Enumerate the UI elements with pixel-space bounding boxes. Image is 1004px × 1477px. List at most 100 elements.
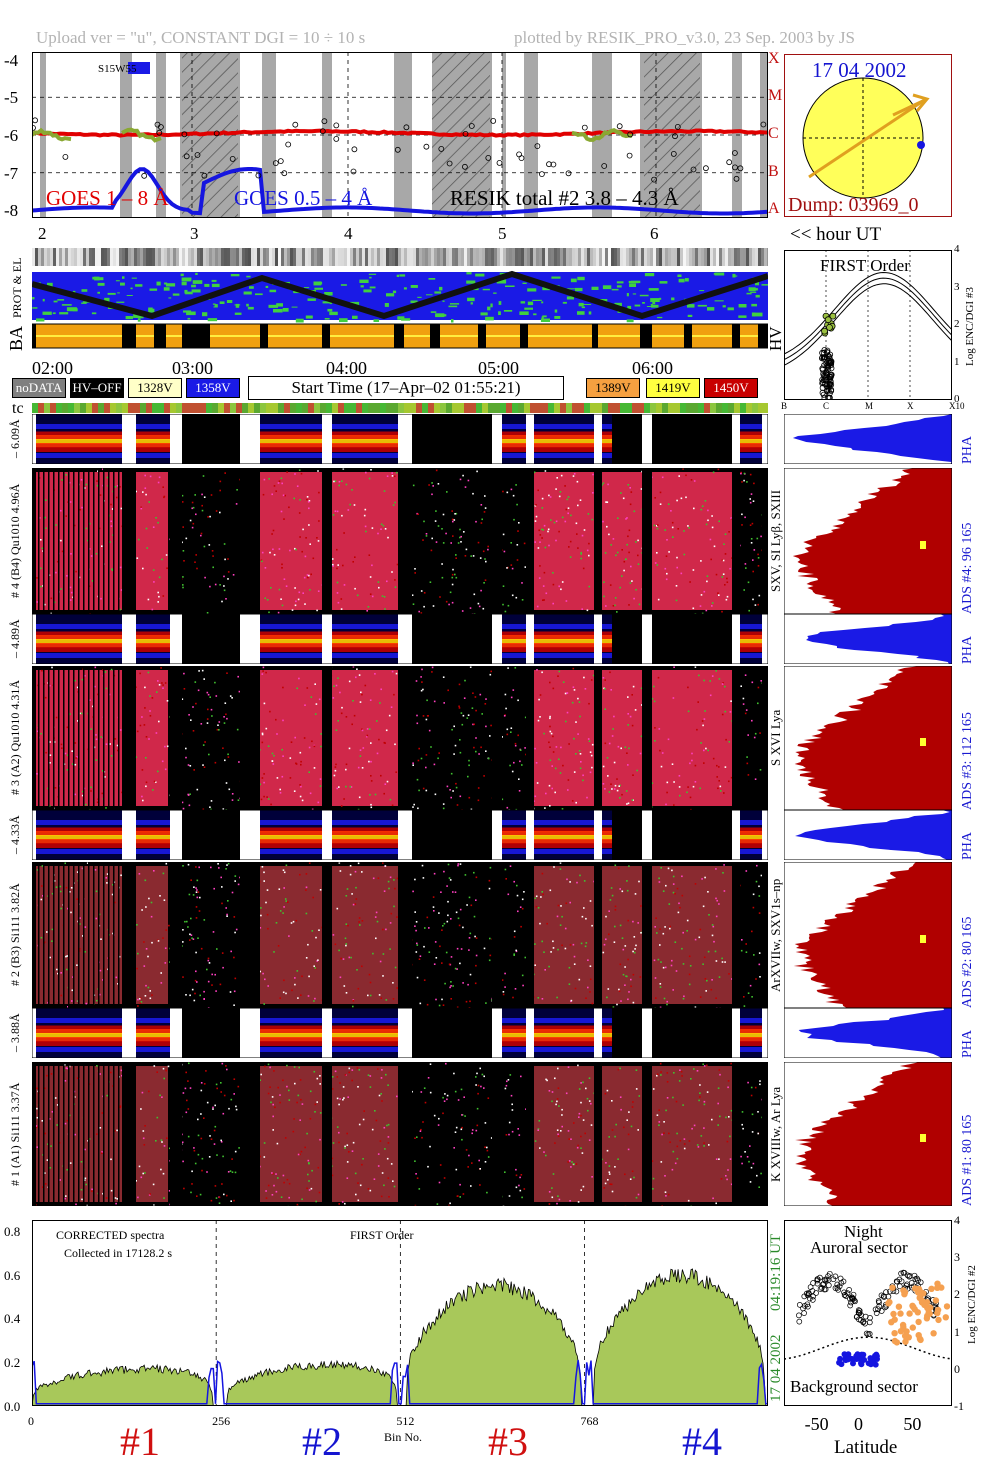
chan-speck bbox=[267, 798, 270, 800]
chan-speck bbox=[305, 873, 308, 875]
chan-speck bbox=[561, 944, 563, 947]
chan-speck bbox=[95, 734, 97, 736]
chan-speck bbox=[507, 893, 510, 896]
strip-cell bbox=[392, 248, 395, 266]
chan-speck bbox=[612, 1006, 615, 1008]
chan-speck bbox=[484, 579, 487, 581]
chan-speck bbox=[463, 531, 465, 533]
chan-speck bbox=[394, 501, 396, 504]
chan-speck bbox=[149, 990, 151, 992]
prot-strip-cell bbox=[451, 319, 454, 323]
chan-speck bbox=[56, 1124, 58, 1126]
chan-speck bbox=[69, 599, 72, 601]
chan-speck bbox=[639, 976, 642, 978]
chan-speck bbox=[157, 521, 159, 524]
goes-point bbox=[550, 161, 557, 168]
chan-speck bbox=[354, 870, 357, 873]
spec-gap bbox=[762, 414, 768, 464]
chan-speck bbox=[501, 979, 504, 981]
chan-speck bbox=[717, 787, 719, 790]
chan-speck bbox=[541, 940, 543, 943]
spec-gap bbox=[322, 614, 332, 664]
chan-speck bbox=[225, 907, 227, 909]
chan-speck bbox=[717, 1124, 719, 1126]
chan-speck bbox=[163, 496, 165, 499]
chan-speck bbox=[743, 1005, 746, 1007]
chan-speck bbox=[380, 774, 382, 777]
prot-strip-cell bbox=[69, 309, 74, 312]
chan-speck bbox=[368, 728, 371, 730]
spec-dark bbox=[652, 614, 732, 664]
chan-gap bbox=[32, 666, 36, 810]
chan-speck bbox=[420, 757, 423, 760]
tc-cell bbox=[704, 403, 710, 413]
chan-speck bbox=[152, 569, 155, 571]
chan-speck bbox=[559, 862, 562, 864]
chan-speck bbox=[308, 507, 310, 510]
strip-cell bbox=[191, 248, 194, 266]
strip-cell bbox=[179, 248, 182, 266]
chan-speck bbox=[279, 788, 281, 791]
strip-cell bbox=[134, 248, 137, 266]
chan-speck bbox=[273, 1184, 275, 1187]
chan-speck bbox=[221, 600, 223, 603]
chan-speck bbox=[521, 974, 524, 977]
prot-strip-cell bbox=[751, 303, 757, 307]
chan-speck bbox=[679, 906, 681, 909]
chan-speck bbox=[502, 490, 504, 493]
chan-speck bbox=[210, 1199, 213, 1202]
chan-speck bbox=[656, 1114, 659, 1116]
lat-point bbox=[814, 1280, 821, 1287]
chan-speck bbox=[148, 1090, 150, 1093]
chan-speck bbox=[711, 1118, 713, 1121]
chan-stripe bbox=[63, 468, 65, 614]
chan-speck bbox=[656, 525, 658, 527]
chan-speck bbox=[195, 866, 197, 868]
chan-speck bbox=[259, 927, 262, 929]
chan-speck bbox=[214, 761, 217, 764]
chan-speck bbox=[609, 671, 611, 674]
chan-speck bbox=[99, 494, 102, 496]
chan-speck bbox=[479, 1067, 481, 1070]
chan-speck bbox=[451, 728, 453, 731]
chan-speck bbox=[723, 890, 726, 892]
chan-speck bbox=[140, 1108, 142, 1110]
chan-speck bbox=[565, 508, 568, 511]
strip-cell bbox=[656, 248, 659, 266]
chan-speck bbox=[191, 1170, 193, 1173]
chan-speck bbox=[488, 959, 491, 962]
fo-curve bbox=[784, 283, 952, 366]
chan-speck bbox=[309, 589, 311, 591]
chan-speck bbox=[462, 926, 464, 929]
chan-speck bbox=[211, 715, 213, 717]
chan-speck bbox=[155, 517, 157, 519]
chan-speck bbox=[344, 1147, 346, 1149]
chan-speck bbox=[730, 1183, 733, 1186]
chan-speck bbox=[564, 947, 567, 950]
chan-speck bbox=[357, 766, 360, 769]
chan-speck bbox=[380, 1093, 382, 1095]
prot-strip-cell bbox=[401, 318, 411, 321]
chan-speck bbox=[333, 685, 335, 687]
chan-speck bbox=[468, 949, 470, 951]
lat-point bbox=[849, 1294, 855, 1301]
chan-speck bbox=[637, 563, 640, 565]
chan-speck bbox=[460, 948, 463, 950]
goes-point bbox=[156, 129, 163, 136]
chan-speck bbox=[751, 996, 753, 998]
prot-strip-cell bbox=[329, 311, 338, 316]
chan-speck bbox=[678, 1080, 681, 1082]
chan-speck bbox=[396, 916, 398, 918]
chan-speck bbox=[502, 993, 505, 996]
prot-strip-cell bbox=[417, 296, 422, 298]
spec-gap bbox=[594, 810, 602, 860]
chan-speck bbox=[411, 594, 414, 596]
chan-speck bbox=[111, 568, 113, 570]
chan-speck bbox=[756, 537, 759, 540]
chan-speck bbox=[443, 870, 445, 873]
tc-cell bbox=[392, 403, 398, 413]
chan-speck bbox=[654, 977, 657, 979]
chan-speck bbox=[459, 863, 462, 865]
goes-point bbox=[213, 130, 220, 137]
chan-speck bbox=[49, 956, 51, 959]
